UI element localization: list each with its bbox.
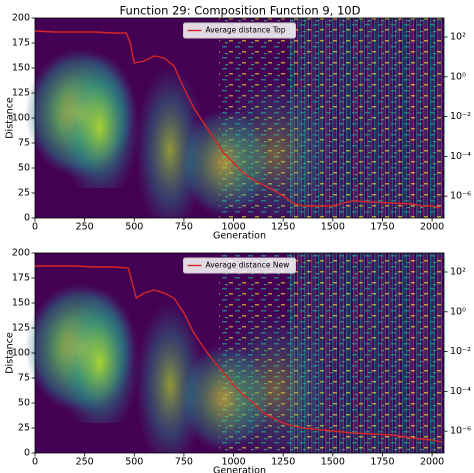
y-tick-label: 75 [18, 138, 30, 149]
x-tick-label: 1250 [271, 457, 295, 468]
x-tick-label: 250 [76, 222, 94, 233]
y2-tick-label: 10⁻² [450, 111, 471, 122]
x-tick-label: 2000 [420, 457, 444, 468]
y-tick-label: 50 [18, 163, 30, 174]
y2-tick-label: 10² [450, 266, 466, 277]
x-tick-label: 750 [175, 457, 193, 468]
x-tick-label: 1500 [321, 457, 345, 468]
y2-tick-label: 10⁰ [450, 306, 466, 317]
heatmap-blob [215, 293, 335, 453]
y-tick-label: 175 [12, 273, 30, 284]
y-tick-label: 25 [18, 423, 30, 434]
legend-box [183, 257, 296, 274]
y-tick-label: 175 [12, 38, 30, 49]
x-tick-label: 0 [32, 457, 38, 468]
legend-label: Average distance Top [206, 26, 286, 35]
y-tick-label: 75 [18, 373, 30, 384]
series-line [34, 30, 441, 209]
y-axis-label: Distance [5, 97, 16, 139]
x-tick-label: 500 [125, 222, 143, 233]
y2-tick-label: 10⁻⁴ [450, 386, 471, 397]
x-tick-label: 1500 [321, 222, 345, 233]
y-tick-label: 200 [12, 248, 30, 259]
y-tick-label: 50 [18, 398, 30, 409]
x-tick-label: 1750 [370, 222, 394, 233]
x-tick-label: 2000 [420, 222, 444, 233]
y-axis-label: Distance [5, 332, 16, 374]
x-axis-label: Generation [213, 466, 266, 473]
heatmap-blob [60, 273, 140, 423]
y2-tick-label: 10⁻⁴ [450, 151, 471, 162]
y-tick-label: 100 [12, 113, 30, 124]
x-tick-label: 1000 [221, 222, 245, 233]
y-tick-label: 200 [12, 13, 30, 24]
y-tick-label: 150 [12, 63, 30, 74]
y-tick-label: 125 [12, 88, 30, 99]
y-tick-label: 100 [12, 348, 30, 359]
y-tick-label: 0 [24, 448, 30, 459]
chart-title: Function 29: Composition Function 9, 10D [120, 4, 361, 18]
x-tick-label: 750 [175, 222, 193, 233]
heatmap-blob [60, 38, 140, 188]
x-tick-label: 500 [125, 457, 143, 468]
x-tick-label: 250 [76, 457, 94, 468]
y2-tick-label: 10⁰ [450, 71, 466, 82]
y2-tick-label: 10² [450, 31, 466, 42]
legend-label: Average distance New [206, 261, 290, 270]
y2-tick-label: 10⁻⁶ [450, 191, 471, 202]
x-tick-label: 0 [32, 222, 38, 233]
y2-tick-label: 10⁻² [450, 346, 471, 357]
y2-tick-label: 10⁻⁶ [450, 426, 471, 437]
heatmap-blob [215, 58, 335, 218]
x-tick-label: 1000 [221, 457, 245, 468]
y-tick-label: 125 [12, 323, 30, 334]
legend-box [183, 22, 296, 39]
x-tick-label: 1750 [370, 457, 394, 468]
y-tick-label: 150 [12, 298, 30, 309]
y-tick-label: 0 [24, 213, 30, 224]
x-tick-label: 1250 [271, 222, 295, 233]
x-axis-label: Generation [213, 231, 266, 242]
y-tick-label: 25 [18, 188, 30, 199]
series-line [35, 265, 443, 443]
